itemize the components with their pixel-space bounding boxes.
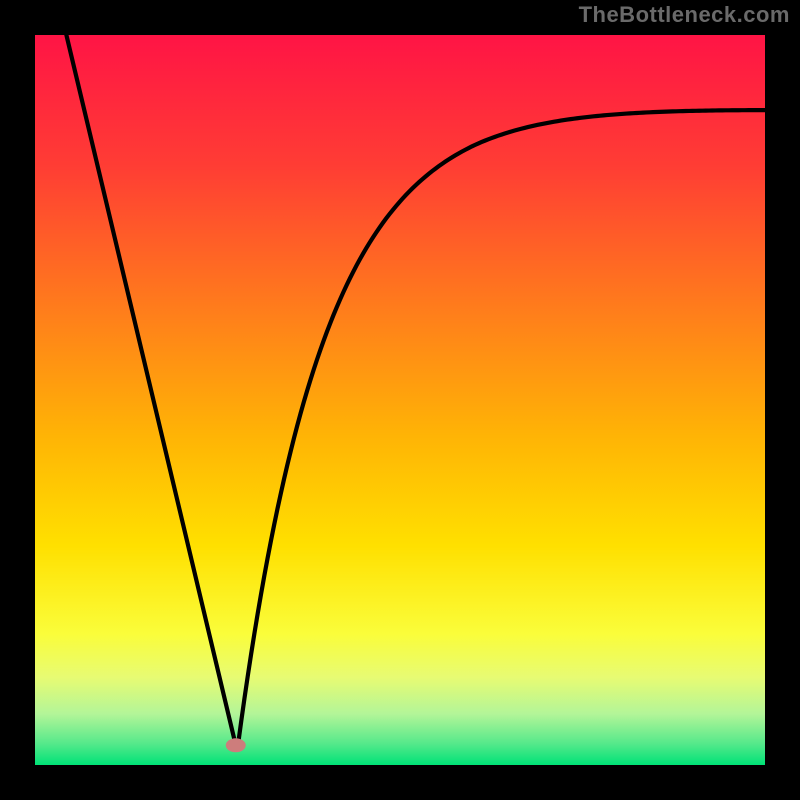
min-marker bbox=[226, 738, 246, 752]
watermark-label: TheBottleneck.com bbox=[579, 2, 790, 28]
gradient-background bbox=[35, 35, 765, 765]
chart-container: TheBottleneck.com bbox=[0, 0, 800, 800]
bottleneck-chart bbox=[35, 35, 765, 765]
